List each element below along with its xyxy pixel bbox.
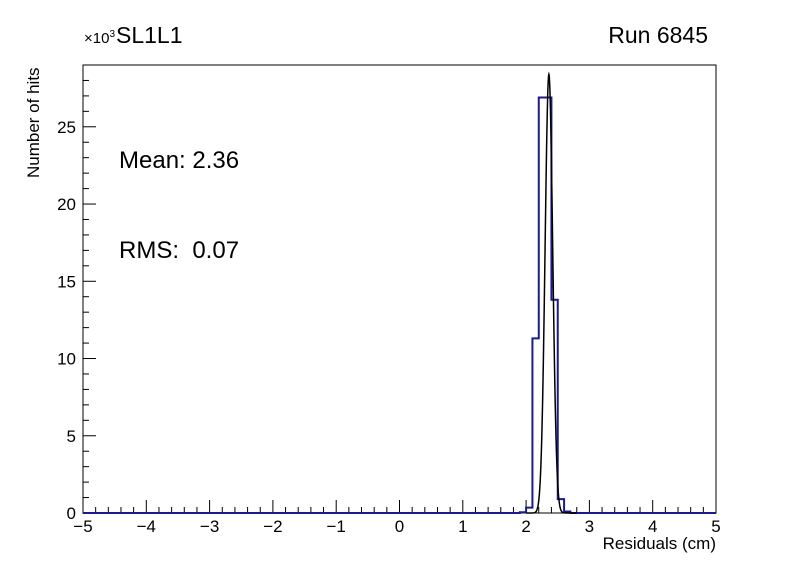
y-axis-multiplier: ×103 bbox=[84, 29, 115, 47]
y-tick-label: 10 bbox=[57, 350, 76, 369]
x-tick-label: 5 bbox=[711, 517, 720, 536]
x-tick-label: −4 bbox=[137, 517, 156, 536]
x-tick-label: −3 bbox=[200, 517, 219, 536]
x-tick-label: −5 bbox=[73, 517, 92, 536]
y-axis-title: Number of hits bbox=[24, 67, 43, 178]
y-axis-multiplier-exponent: 3 bbox=[109, 29, 116, 40]
stats-rms: RMS: 0.07 bbox=[119, 237, 240, 264]
run-number-label: Run 6845 bbox=[608, 22, 708, 48]
y-tick-label: 20 bbox=[57, 195, 76, 214]
stats-box: Mean: 2.36 RMS: 0.07 bbox=[119, 86, 239, 326]
histogram-path bbox=[83, 96, 716, 514]
x-tick-label: 3 bbox=[585, 517, 594, 536]
x-tick-label: −2 bbox=[263, 517, 282, 536]
y-axis-multiplier-base: ×10 bbox=[84, 30, 110, 47]
plot-title: SL1L1 bbox=[116, 22, 183, 48]
y-tick-label: 5 bbox=[67, 427, 76, 446]
x-tick-label: 0 bbox=[395, 517, 404, 536]
x-tick-label: 4 bbox=[648, 517, 657, 536]
y-tick-label: 25 bbox=[57, 118, 76, 137]
x-tick-label: −1 bbox=[327, 517, 346, 536]
stats-mean: Mean: 2.36 bbox=[119, 147, 240, 174]
y-tick-label: 15 bbox=[57, 272, 76, 291]
x-axis-title: Residuals (cm) bbox=[602, 534, 716, 553]
x-tick-label: 2 bbox=[521, 517, 530, 536]
y-tick-label: 0 bbox=[67, 504, 76, 523]
x-tick-label: 1 bbox=[458, 517, 467, 536]
fit-curve bbox=[526, 71, 577, 514]
